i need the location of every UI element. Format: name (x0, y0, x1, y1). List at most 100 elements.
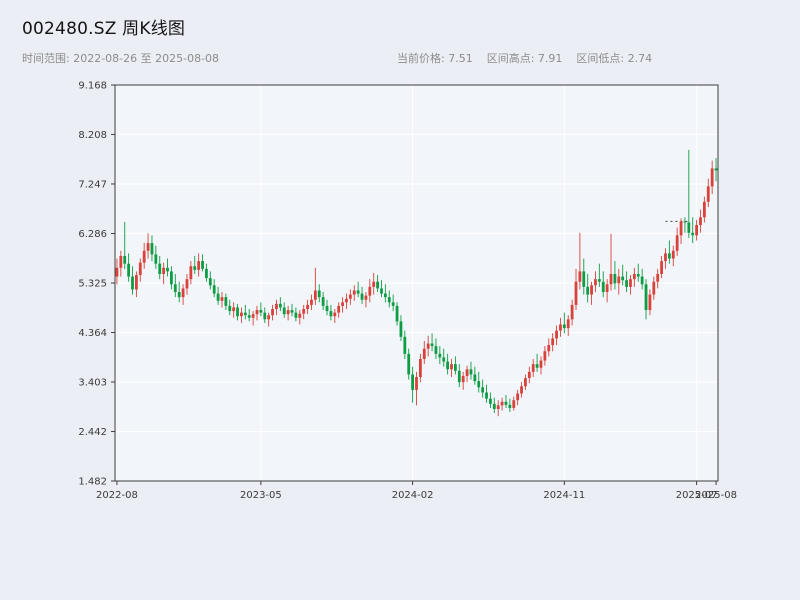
candle-body (465, 369, 469, 376)
range-high-label: 区间高点: 7.91 (486, 52, 563, 65)
candle-body (702, 201, 706, 218)
candle-body (706, 186, 710, 202)
candle-body (574, 281, 578, 305)
candle-body (290, 310, 294, 313)
candle-body (352, 290, 356, 295)
candle-body (621, 276, 625, 281)
candle-body (605, 284, 609, 293)
candle-body (329, 311, 333, 317)
candle-body (450, 364, 453, 370)
x-axis-tick-label: 2024-11 (543, 490, 585, 501)
candle-body (376, 281, 379, 289)
candle-body (138, 262, 142, 276)
candle-body (601, 281, 605, 293)
y-axis-tick-label: 3.403 (78, 378, 107, 389)
y-axis-tick-label: 9.168 (78, 81, 107, 92)
candle-body (356, 290, 360, 294)
candle-body (461, 375, 465, 383)
candle-body (275, 303, 278, 310)
candle-body (555, 330, 558, 339)
candle-body (516, 393, 520, 401)
candle-body (582, 271, 586, 287)
candle-body (154, 254, 158, 264)
candle-body (403, 336, 407, 354)
candle-body (687, 222, 691, 233)
candle-body (212, 285, 216, 294)
candle-body (597, 279, 601, 282)
y-axis-tick-label: 5.325 (78, 279, 107, 290)
candle-body (457, 370, 461, 383)
candle-body (387, 297, 391, 303)
candle-body (531, 364, 535, 372)
candle-body (644, 284, 648, 311)
candle-body (477, 381, 481, 388)
candle-body (341, 302, 344, 306)
candle-body (566, 319, 570, 329)
candle-body (259, 310, 263, 313)
candle-body (539, 360, 543, 368)
candle-body (391, 302, 395, 306)
candle-body (360, 293, 364, 300)
candle-body (131, 276, 134, 290)
candle-body (500, 401, 504, 406)
candle-body (640, 276, 644, 285)
candle-body (271, 309, 274, 316)
x-axis-tick-label: 2025-07 (676, 490, 718, 501)
candle-body (201, 261, 204, 269)
candle-body (411, 374, 415, 390)
candle-body (675, 235, 679, 251)
candle-body (255, 310, 259, 315)
candle-body (496, 405, 500, 409)
candle-body (508, 404, 512, 408)
candle-body (504, 401, 508, 405)
candle-body (434, 346, 438, 354)
subtitle-time-range: 时间范围: 2022-08-26 至 2025-08-08 (22, 52, 220, 65)
candle-body (263, 312, 267, 320)
candle-body (481, 387, 485, 393)
candle-body (547, 345, 551, 352)
candle-body (695, 225, 699, 236)
y-axis-tick-label: 2.442 (78, 427, 107, 438)
candle-body (364, 295, 368, 300)
range-low-label: 区间低点: 2.74 (576, 52, 653, 65)
candle-body (119, 255, 123, 268)
candle-body (699, 217, 702, 226)
y-axis-tick-label: 6.286 (78, 229, 107, 240)
candle-body (660, 261, 663, 274)
candle-body (656, 273, 660, 282)
candle-body (469, 369, 473, 375)
candle-body (473, 374, 477, 382)
candle-body (313, 290, 317, 300)
y-axis-tick-label: 1.482 (78, 477, 107, 488)
candle-body (286, 310, 290, 315)
candle-body (228, 305, 232, 312)
candle-body (535, 364, 539, 368)
x-axis-tick-label: 2022-08 (96, 490, 138, 501)
y-axis-tick-label: 7.247 (78, 179, 107, 190)
current-price-label: 当前价格: 7.51 (397, 52, 473, 65)
candle-body (236, 307, 239, 317)
candle-body (150, 243, 154, 255)
candle-body (240, 312, 243, 317)
candle-body (399, 321, 403, 337)
candle-body (243, 312, 247, 316)
candle-body (158, 263, 162, 274)
candle-body (395, 305, 399, 322)
candle-body (127, 263, 131, 277)
candle-body (189, 266, 193, 280)
candle-body (348, 294, 352, 299)
candle-body (123, 255, 127, 264)
candle-body (142, 250, 146, 263)
candle-body (170, 271, 173, 285)
candle-body (146, 243, 150, 251)
candle-body (177, 292, 181, 298)
candle-body (512, 400, 516, 408)
candle-body (422, 348, 426, 359)
candle-body (664, 253, 667, 262)
candle-body (652, 281, 656, 295)
candle-body (454, 364, 457, 371)
candle-body (251, 314, 255, 318)
candle-body (679, 221, 683, 236)
candle-body (162, 267, 166, 274)
